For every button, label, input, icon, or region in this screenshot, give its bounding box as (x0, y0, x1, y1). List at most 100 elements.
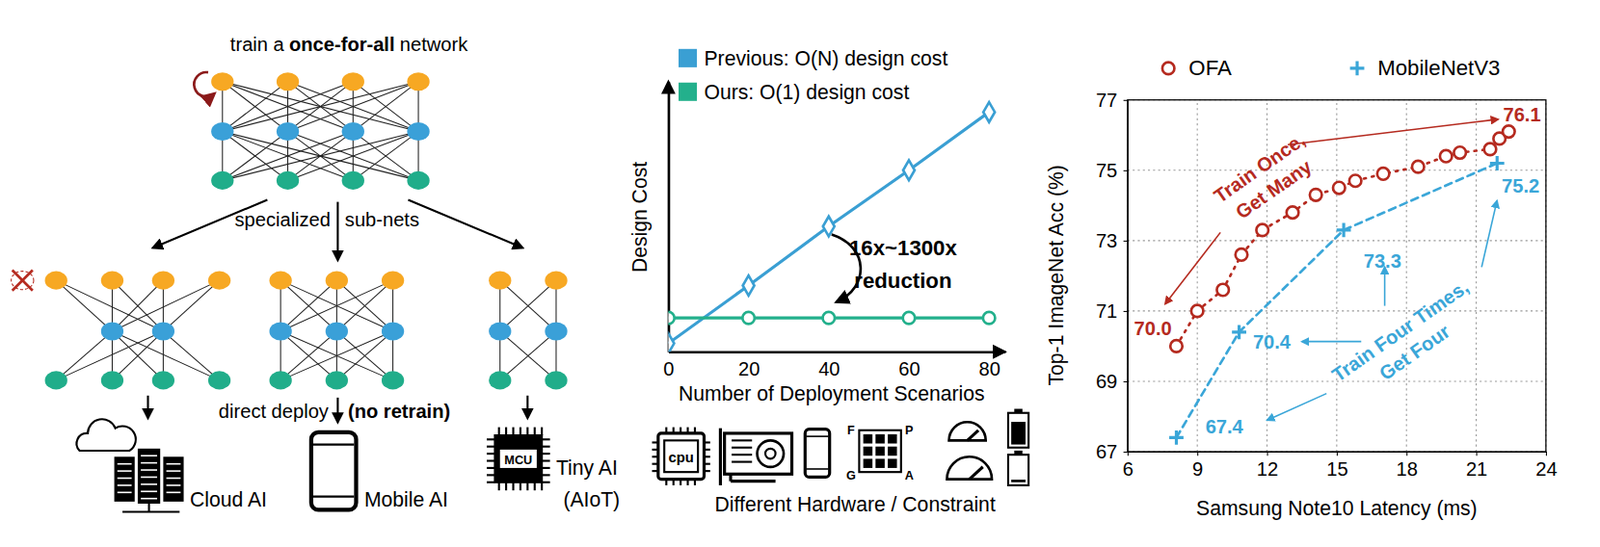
server-slot (117, 463, 133, 466)
tick-label: 18 (1396, 458, 1418, 480)
sub-net-small (488, 271, 568, 391)
server-slot (166, 484, 182, 487)
figure-content: train aonce-for-allnetworkspecializedsub… (11, 33, 1558, 521)
gpu-body (724, 433, 793, 475)
phone-screen (805, 435, 828, 438)
server (162, 456, 184, 503)
plot-frame (1127, 100, 1547, 453)
node (211, 72, 234, 91)
tick-label: 77 (1095, 89, 1118, 111)
chip-label: MCU (504, 453, 533, 468)
node (268, 322, 292, 342)
edge (352, 81, 419, 133)
tick-label: 40 (818, 358, 840, 380)
chip-pin (486, 438, 495, 441)
sub-net-large (45, 271, 232, 391)
target-label: Mobile AI (364, 488, 449, 511)
edge (336, 331, 393, 381)
branch-label: specialized (235, 209, 332, 231)
gpu-fan (757, 440, 785, 468)
chip-pin (519, 482, 522, 491)
node (101, 271, 124, 291)
tick-label: 60 (898, 358, 920, 380)
target-label: Tiny AI (556, 456, 618, 480)
tick: 73 (1095, 230, 1128, 252)
point (1286, 206, 1300, 219)
x-axis-title: Samsung Note10 Latency (ms) (1196, 497, 1478, 521)
point (1440, 150, 1453, 163)
x-axis: 691215182124 (1122, 452, 1558, 480)
edge (352, 132, 419, 182)
legend-marker (1350, 61, 1365, 77)
tick: 75 (1095, 160, 1128, 182)
edge (222, 81, 419, 133)
node (152, 271, 175, 291)
chip-pin (541, 474, 550, 477)
chip-pin (511, 482, 514, 491)
node (342, 122, 365, 141)
grid-line (1475, 100, 1477, 453)
tick: 24 (1535, 452, 1557, 480)
chip-window (500, 450, 537, 469)
gauge-needle (969, 467, 984, 480)
server-slot (166, 463, 182, 466)
node (381, 322, 404, 342)
tick-label: 71 (1095, 300, 1118, 322)
chip-pin (526, 427, 529, 436)
point (742, 312, 755, 325)
tick-label: 15 (1326, 458, 1348, 480)
point (1336, 222, 1352, 238)
tick-label: 80 (978, 358, 1000, 380)
edge (500, 280, 557, 332)
tick-mark (1123, 240, 1128, 242)
tick: 71 (1095, 300, 1128, 322)
node (342, 72, 365, 91)
tick: 60 (898, 351, 920, 380)
edge (222, 132, 419, 182)
edge (336, 331, 393, 381)
edge (111, 331, 163, 381)
tick-label: 67 (1095, 441, 1118, 463)
series-line (667, 111, 989, 344)
tick: 40 (818, 351, 840, 380)
tick: 20 (738, 351, 760, 380)
axis-arrow (661, 80, 676, 95)
point (743, 275, 755, 296)
data-label: 70.4 (1253, 331, 1292, 353)
annotation: Get Four (1375, 320, 1454, 385)
server-base (122, 510, 180, 513)
edge (111, 331, 163, 381)
node (325, 271, 348, 291)
point (823, 216, 835, 238)
grid (1127, 100, 1547, 453)
hardware-caption: Different Hardware / Constraint (715, 493, 996, 516)
battery (1008, 454, 1029, 486)
chip-pin (498, 482, 501, 491)
chip-pin (498, 427, 501, 436)
phone-body (804, 429, 829, 479)
prune-mark (12, 270, 33, 292)
node (211, 171, 234, 190)
axis-arrow (992, 345, 1008, 360)
phone-screen (805, 468, 828, 471)
point (983, 102, 995, 123)
target-label: Cloud AI (189, 488, 267, 511)
fpga-label: P (905, 424, 914, 438)
battery-level (1011, 422, 1026, 446)
tick-mark (1123, 170, 1128, 172)
mcu-icon: MCU (486, 427, 551, 492)
arrow (336, 202, 339, 261)
server-slot (140, 498, 158, 501)
edge (111, 280, 163, 332)
tick-label: 24 (1535, 458, 1557, 480)
chip-pin (541, 453, 550, 455)
edge (222, 132, 289, 182)
tick-mark (1406, 452, 1408, 456)
node (45, 271, 68, 291)
edge (500, 280, 557, 332)
chip-pin (540, 482, 543, 491)
chip-pin (541, 459, 550, 462)
chip-pin (541, 481, 550, 484)
tick-label: 69 (1095, 371, 1118, 393)
gpu-connector (730, 480, 776, 483)
